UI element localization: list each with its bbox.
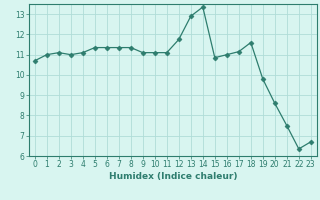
X-axis label: Humidex (Indice chaleur): Humidex (Indice chaleur) [108,172,237,181]
